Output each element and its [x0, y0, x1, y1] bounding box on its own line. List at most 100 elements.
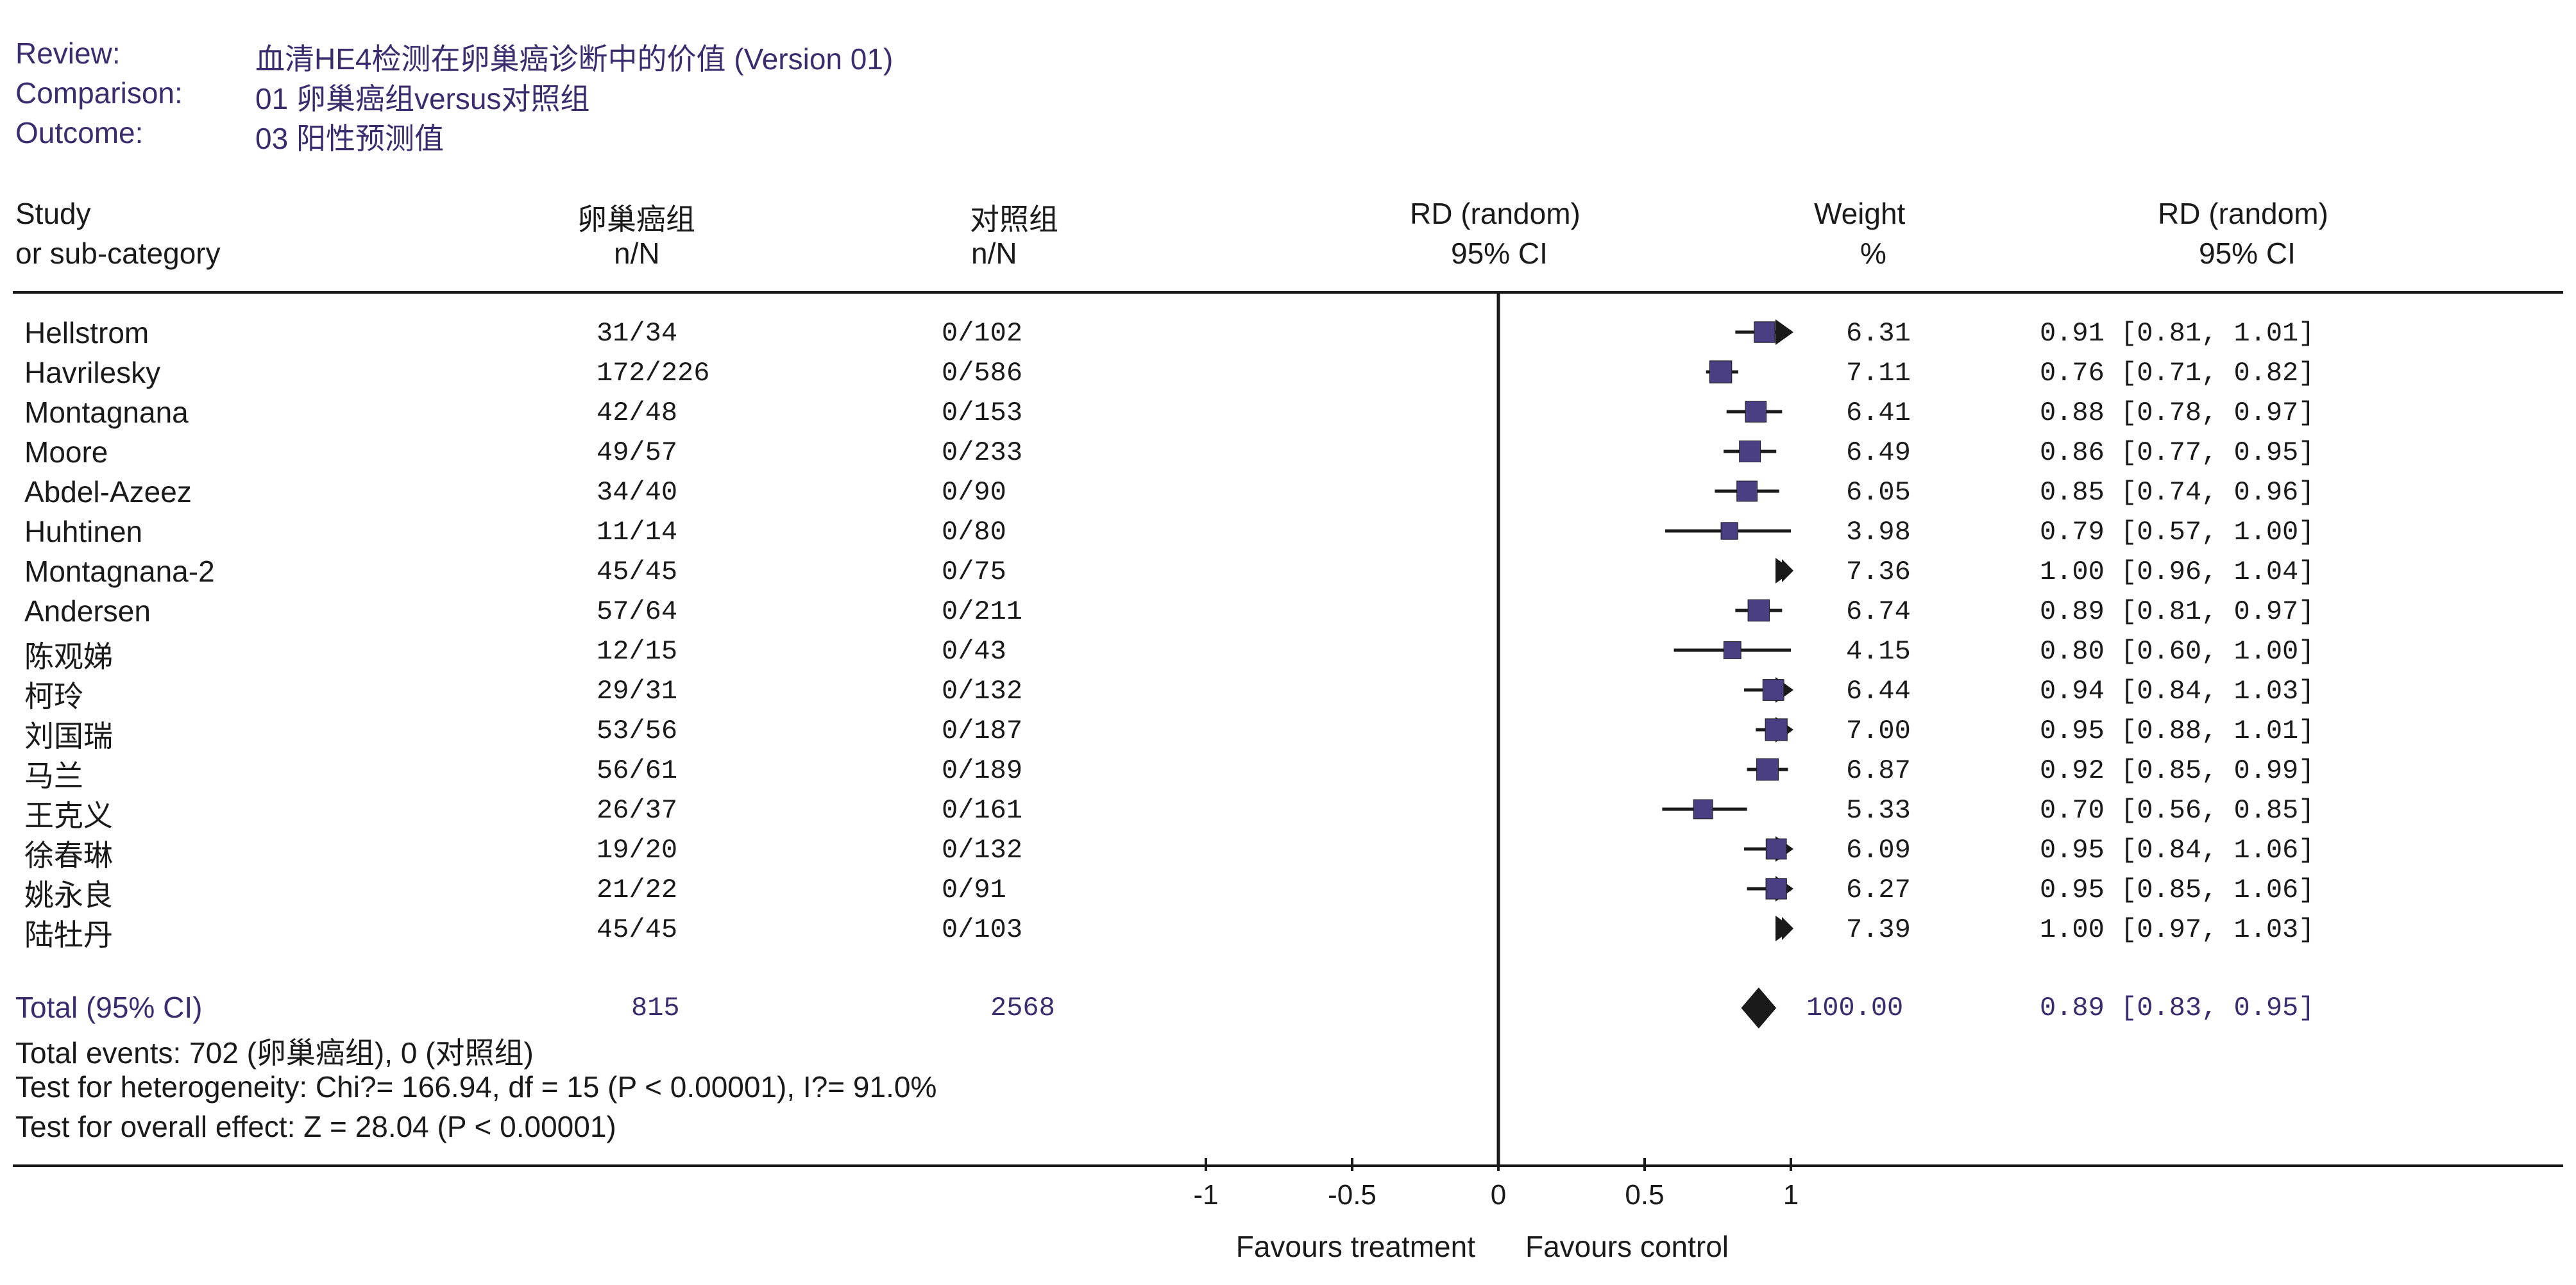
study-weight: 7.36 [1846, 557, 1911, 587]
study-weight: 5.33 [1846, 795, 1911, 826]
study-group2: 0/132 [942, 676, 1023, 707]
x-tick-label: 0 [1491, 1179, 1506, 1211]
study-weight: 7.39 [1846, 914, 1911, 945]
study-name: 马兰 [24, 759, 83, 793]
study-name: Montagnana [24, 396, 189, 429]
col-rd-text-header: RD (random) [2158, 197, 2328, 230]
study-rd-text: 0.95 [0.88, 1.01] [2040, 716, 2315, 746]
study-marker [1765, 718, 1788, 741]
study-marker [1739, 441, 1761, 462]
study-name: Hellstrom [24, 316, 149, 349]
study-weight: 4.15 [1846, 636, 1911, 667]
overall-effect-test: Test for overall effect: Z = 28.04 (P < … [15, 1110, 616, 1143]
total-group2: 2568 [990, 993, 1055, 1023]
study-marker [1736, 480, 1758, 502]
study-weight: 6.41 [1846, 398, 1911, 428]
study-rd-text: 0.76 [0.71, 0.82] [2040, 358, 2315, 389]
col-rd-plot-ci: 95% CI [1451, 237, 1548, 270]
favours-control-label: Favours control [1525, 1230, 1729, 1263]
col-rd-text-ci: 95% CI [2199, 237, 2296, 270]
study-rd-text: 0.89 [0.81, 0.97] [2040, 596, 2315, 627]
study-group1: 29/31 [597, 676, 678, 707]
ci-arrow [1782, 917, 1793, 940]
study-group1: 34/40 [597, 477, 678, 508]
study-name: Abdel-Azeez [24, 475, 192, 508]
study-weight: 6.74 [1846, 596, 1911, 627]
study-name: 徐春琳 [24, 839, 113, 872]
study-group1: 45/45 [597, 557, 678, 587]
col-subcategory-header: or sub-category [15, 237, 221, 270]
study-rd-text: 0.88 [0.78, 0.97] [2040, 398, 2315, 428]
study-group1: 57/64 [597, 596, 678, 627]
study-marker [1747, 599, 1770, 622]
study-group2: 0/103 [942, 914, 1023, 945]
total-diamond [1741, 987, 1777, 1029]
study-group2: 0/43 [942, 636, 1006, 667]
study-marker [1756, 758, 1779, 781]
study-group2: 0/211 [942, 596, 1023, 627]
study-weight: 7.00 [1846, 716, 1911, 746]
study-weight: 6.09 [1846, 835, 1911, 866]
study-name: 姚永良 [24, 878, 113, 912]
heterogeneity-test: Test for heterogeneity: Chi?= 166.94, df… [15, 1070, 937, 1104]
study-name: Havrilesky [24, 356, 161, 389]
study-marker [1765, 878, 1787, 900]
study-marker [1709, 360, 1733, 383]
study-group1: 53/56 [597, 716, 678, 746]
study-group2: 0/91 [942, 875, 1006, 905]
study-group2: 0/102 [942, 318, 1023, 349]
col-weight-unit: % [1860, 237, 1886, 270]
total-label: Total (95% CI) [15, 991, 203, 1024]
study-rd-text: 0.94 [0.84, 1.03] [2040, 676, 2315, 707]
col-group2-unit: n/N [971, 237, 1017, 270]
study-rd-text: 0.95 [0.84, 1.06] [2040, 835, 2315, 866]
study-marker [1745, 401, 1767, 423]
study-marker [1765, 838, 1787, 860]
study-group2: 0/90 [942, 477, 1006, 508]
outcome-label: Outcome: [15, 116, 144, 149]
study-weight: 6.31 [1846, 318, 1911, 349]
study-group1: 42/48 [597, 398, 678, 428]
study-group1: 172/226 [597, 358, 710, 389]
study-rd-text: 0.86 [0.77, 0.95] [2040, 437, 2315, 468]
study-group2: 0/75 [942, 557, 1006, 587]
review-label: Review: [15, 37, 121, 70]
study-rd-text: 0.79 [0.57, 1.00] [2040, 517, 2315, 548]
x-tick-label: 0.5 [1625, 1179, 1664, 1211]
study-name: 柯玲 [24, 680, 83, 713]
study-group1: 56/61 [597, 755, 678, 786]
study-marker [1754, 321, 1775, 343]
study-weight: 3.98 [1846, 517, 1911, 548]
study-group1: 31/34 [597, 318, 678, 349]
total-events: Total events: 702 (卵巢癌组), 0 (对照组) [15, 1036, 534, 1070]
study-name: 陈观娣 [24, 640, 113, 673]
study-marker [1720, 522, 1738, 540]
comparison-value: 01 卵巢癌组versus对照组 [255, 82, 590, 115]
total-rd-text: 0.89 [0.83, 0.95] [2040, 993, 2315, 1023]
study-weight: 6.87 [1846, 755, 1911, 786]
outcome-value: 03 阳性预测值 [255, 122, 444, 155]
header-rule [13, 291, 2563, 294]
study-group1: 45/45 [597, 914, 678, 945]
col-study-header: Study [15, 197, 91, 230]
col-rd-plot-header: RD (random) [1410, 197, 1580, 230]
study-group2: 0/586 [942, 358, 1023, 389]
study-rd-text: 1.00 [0.96, 1.04] [2040, 557, 2315, 587]
footer-rule [13, 1164, 2563, 1167]
study-rd-text: 0.80 [0.60, 1.00] [2040, 636, 2315, 667]
study-name: Moore [24, 435, 108, 469]
study-weight: 6.05 [1846, 477, 1911, 508]
study-group2: 0/132 [942, 835, 1023, 866]
review-value: 血清HE4检测在卵巢癌诊断中的价值 (Version 01) [255, 42, 894, 76]
total-weight: 100.00 [1806, 993, 1904, 1023]
study-weight: 6.44 [1846, 676, 1911, 707]
study-name: 陆牡丹 [24, 918, 113, 952]
study-rd-text: 0.92 [0.85, 0.99] [2040, 755, 2315, 786]
total-group1: 815 [631, 993, 680, 1023]
study-group2: 0/187 [942, 716, 1023, 746]
col-group1-unit: n/N [614, 237, 660, 270]
study-rd-text: 0.91 [0.81, 1.01] [2040, 318, 2315, 349]
study-group1: 26/37 [597, 795, 678, 826]
study-group1: 49/57 [597, 437, 678, 468]
